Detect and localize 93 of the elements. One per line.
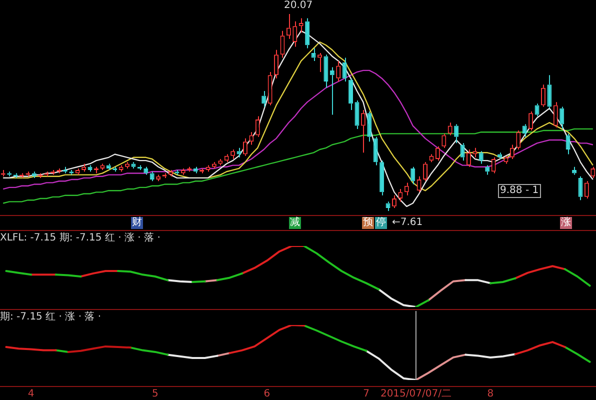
candlestick: [88, 164, 92, 172]
candlestick: [560, 106, 564, 130]
x-tick-label: 5: [152, 388, 158, 400]
candlestick: [429, 154, 434, 163]
candlestick: [416, 176, 422, 193]
candlestick: [317, 52, 322, 73]
candlestick: [547, 74, 552, 109]
candlestick: [236, 147, 242, 158]
x-tick-label: 7: [363, 388, 370, 400]
candlestick: [206, 164, 210, 172]
candlestick: [94, 166, 98, 174]
candlestick: [32, 171, 36, 178]
x-tick-label: 2015/07/07/二: [380, 388, 452, 400]
candlestick: [540, 84, 546, 108]
text: 减: [289, 217, 301, 229]
chart-title: 期: -7.15 红 · 涨 · 落 ·: [0, 310, 102, 323]
text: 涨: [560, 217, 572, 229]
candlestick: [305, 18, 310, 49]
candlestick: [528, 111, 534, 132]
candlestick: [193, 166, 198, 174]
candlestick: [268, 72, 272, 106]
candlestick: [510, 144, 514, 160]
candlestick: [125, 162, 130, 169]
x-tick-label: 4: [28, 388, 34, 400]
candlestick: [100, 163, 105, 171]
candlestick: [274, 49, 279, 79]
candlestick: [360, 109, 366, 154]
candlestick: [522, 124, 527, 138]
candlestick: [584, 180, 589, 200]
candlestick: [478, 150, 484, 164]
candlestick: [156, 174, 161, 182]
candlestick: [454, 124, 459, 144]
candlestick: [280, 30, 285, 58]
candlestick: [311, 48, 316, 62]
candlestick: [336, 60, 341, 82]
candlestick: [410, 166, 416, 185]
candlestick: [144, 166, 148, 176]
candlestick: [553, 102, 558, 128]
candlestick: [472, 147, 478, 158]
candlestick: [354, 100, 360, 130]
candlestick: [298, 18, 304, 33]
candlestick: [404, 182, 409, 196]
candlestick: [367, 111, 372, 142]
candlestick: [485, 164, 490, 176]
candlestick: [75, 168, 80, 176]
text: 预: [362, 217, 374, 229]
candlestick: [534, 103, 540, 117]
candlestick: [224, 154, 229, 163]
candlestick: [504, 155, 508, 164]
candlestick: [380, 160, 384, 196]
candlestick: [435, 146, 440, 162]
candlestick: [255, 116, 260, 138]
candlestick: [168, 170, 173, 177]
candlestick: [292, 20, 298, 48]
candlestick: [262, 90, 266, 108]
candlestick: [423, 162, 428, 182]
x-tick-label: 6: [264, 388, 270, 400]
chart-title: XLFL: -7.15 期: -7.15 红 · 涨 · 落 ·: [0, 232, 160, 244]
candlestick: [150, 171, 154, 182]
candlestick: [590, 166, 596, 178]
candlestick: [180, 168, 186, 176]
candlestick: [466, 148, 471, 168]
candlestick: [286, 14, 291, 40]
text: ←7.61: [391, 217, 424, 229]
candlestick: [82, 163, 86, 172]
candlestick: [491, 156, 496, 174]
text: 停: [375, 217, 387, 229]
candlestick: [442, 133, 446, 148]
candlestick: [460, 142, 465, 162]
candlestick: [342, 57, 347, 82]
candlestick: [448, 122, 452, 136]
candlestick: [330, 66, 334, 116]
x-tick-label: 8: [487, 388, 494, 400]
candlestick: [212, 162, 216, 169]
candlestick: [516, 130, 521, 150]
candlestick: [373, 136, 378, 166]
candlestick: [131, 162, 136, 169]
candlestick: [566, 133, 570, 155]
candlestick: [218, 158, 223, 166]
candlestick: [324, 54, 328, 88]
candlestick: [118, 164, 124, 172]
candlestick: [348, 78, 354, 110]
candlestick: [386, 201, 390, 212]
text: 20.07: [283, 0, 314, 12]
candlestick: [578, 176, 583, 201]
text: 财: [131, 217, 143, 229]
candlestick: [392, 194, 396, 208]
candlestick: [249, 132, 254, 146]
candlestick: [242, 138, 248, 156]
candlestick: [106, 163, 111, 171]
candlestick: [572, 166, 577, 176]
annotation: 9.88 - 1: [498, 184, 541, 198]
candlestick: [498, 152, 502, 160]
